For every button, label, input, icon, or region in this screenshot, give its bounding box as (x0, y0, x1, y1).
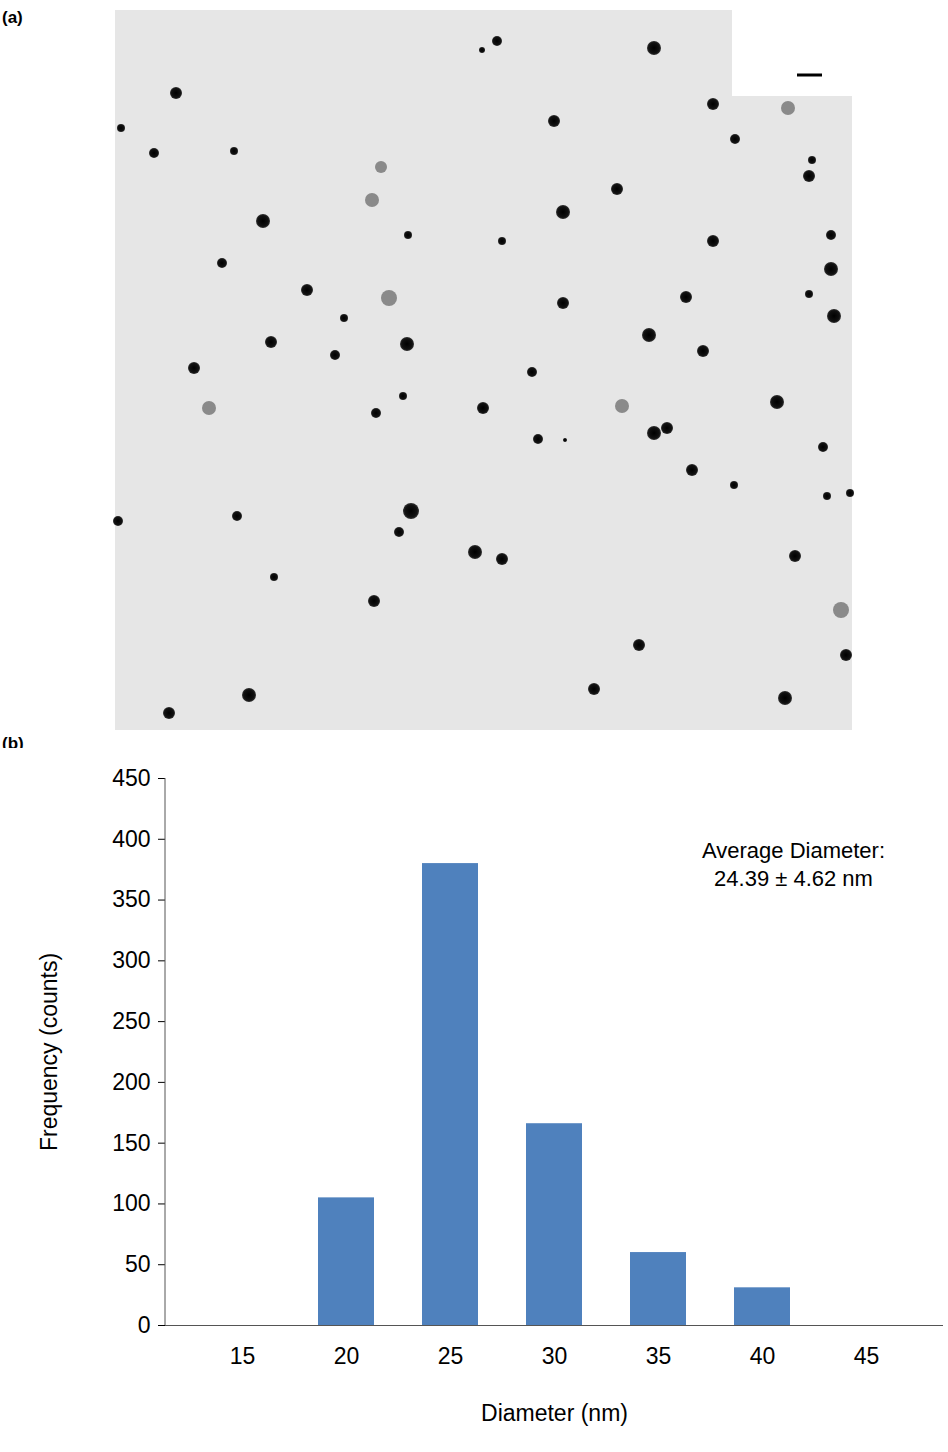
svg-text:20: 20 (334, 1343, 360, 1369)
svg-text:150: 150 (112, 1130, 150, 1156)
svg-text:100: 100 (112, 1190, 150, 1216)
svg-text:250: 250 (112, 1008, 150, 1034)
svg-text:350: 350 (112, 886, 150, 912)
svg-text:400: 400 (112, 826, 150, 852)
html-text:(b): (b) (2, 734, 24, 753)
svg-text:Diameter (nm): Diameter (nm) (481, 1400, 628, 1426)
svg-text:Average Diameter:24.39 ± 4.62: Average Diameter:24.39 ± 4.62 nm (702, 838, 885, 891)
svg-text:Frequency (counts): Frequency (counts) (36, 953, 62, 1151)
svg-text:45: 45 (854, 1343, 880, 1369)
svg-text:300: 300 (112, 947, 150, 973)
svg-text:200: 200 (112, 1069, 150, 1095)
svg-text:15: 15 (230, 1343, 256, 1369)
svg-text:50: 50 (125, 1251, 151, 1277)
svg-text:30: 30 (542, 1343, 568, 1369)
svg-text:40: 40 (750, 1343, 776, 1369)
svg-text:450: 450 (112, 765, 150, 791)
html-text:(a): (a) (2, 8, 23, 27)
svg-text:0: 0 (138, 1312, 151, 1338)
svg-text:25: 25 (438, 1343, 464, 1369)
svg-text:35: 35 (646, 1343, 672, 1369)
